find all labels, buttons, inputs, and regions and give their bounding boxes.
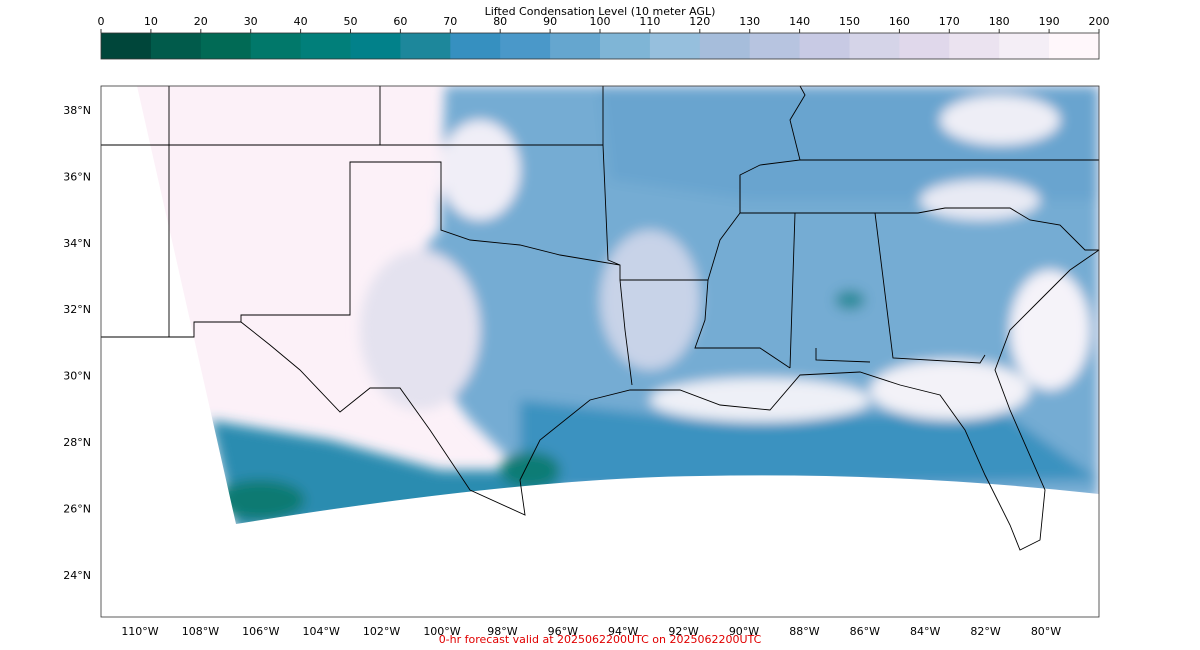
colorbar-tick-label: 150 [839, 15, 860, 28]
colorbar-tick-label: 40 [294, 15, 308, 28]
colorbar-tick-label: 140 [789, 15, 810, 28]
lat-label: 24°N [63, 569, 91, 582]
colorbar-swatch [799, 33, 850, 59]
boundaries [101, 85, 1100, 551]
lat-label: 30°N [63, 370, 91, 383]
colorbar-tick-label: 50 [344, 15, 358, 28]
lcl-field [137, 86, 1099, 524]
colorbar-swatch [949, 33, 1000, 59]
colorbar-swatch [550, 33, 601, 59]
colorbar-swatch [300, 33, 351, 59]
lon-label: 84°W [910, 625, 940, 638]
lon-label: 98°W [487, 625, 517, 638]
lon-label: 106°W [242, 625, 279, 638]
colorbar-swatch [350, 33, 401, 59]
colorbar-swatch [749, 33, 801, 59]
colorbar-tick-label: 130 [739, 15, 760, 28]
colorbar-tick-label: 110 [639, 15, 660, 28]
lon-label: 104°W [303, 625, 340, 638]
colorbar-title: Lifted Condensation Level (10 meter AGL) [485, 5, 716, 18]
lon-label: 80°W [1031, 625, 1061, 638]
lat-label: 26°N [63, 502, 91, 515]
lat-label: 28°N [63, 436, 91, 449]
colorbar-swatch [1049, 33, 1100, 59]
colorbar-tick-label: 20 [194, 15, 208, 28]
colorbar-swatch [849, 33, 900, 59]
colorbar-swatch [649, 33, 701, 59]
colorbar-swatch [150, 33, 202, 59]
colorbar-tick-label: 160 [889, 15, 910, 28]
colorbar-swatch [250, 33, 302, 59]
colorbar-swatch [101, 33, 152, 59]
colorbar-tick-label: 170 [939, 15, 960, 28]
colorbar-tick-label: 30 [244, 15, 258, 28]
colorbar-swatch [600, 33, 651, 59]
lat-label: 38°N [63, 104, 91, 117]
colorbar-swatch [999, 33, 1050, 59]
colorbar-frame [100, 32, 1100, 60]
lon-label: 86°W [850, 625, 880, 638]
colorbar-tick-label: 100 [590, 15, 611, 28]
colorbar-tick-label: 190 [1039, 15, 1060, 28]
lon-label: 96°W [548, 625, 578, 638]
lon-label: 88°W [789, 625, 819, 638]
colorbar-swatch [699, 33, 751, 59]
lon-label: 90°W [729, 625, 759, 638]
lon-label: 110°W [121, 625, 158, 638]
colorbar-swatch [899, 33, 950, 59]
colorbar-tick-label: 180 [989, 15, 1010, 28]
colorbar-tick-label: 0 [98, 15, 105, 28]
colorbar-swatch [400, 33, 451, 59]
colorbar-tick-label: 120 [689, 15, 710, 28]
colorbar-swatch [450, 33, 501, 59]
colorbar-tick-label: 60 [393, 15, 407, 28]
lat-label: 32°N [63, 303, 91, 316]
lon-label: 92°W [668, 625, 698, 638]
lat-label: 36°N [63, 170, 91, 183]
map-ticks: 38°N 36°N 34°N 32°N 30°N 28°N 26°N 24°N 110°W 108… [63, 104, 1061, 638]
colorbar-tick-label: 70 [443, 15, 457, 28]
lon-label: 100°W [423, 625, 460, 638]
lon-label: 108°W [182, 625, 219, 638]
lon-label: 94°W [608, 625, 638, 638]
map-frame [100, 85, 1100, 618]
colorbar-tick-label: 90 [543, 15, 557, 28]
lon-label: 102°W [363, 625, 400, 638]
colorbar-tick-label: 200 [1089, 15, 1110, 28]
forecast-footer: 0-hr forecast valid at 2025062200UTC on … [439, 633, 762, 646]
colorbar-tick-label: 10 [144, 15, 158, 28]
colorbar: 0 10 20 30 40 50 60 70 80 90 100 110 120 130 140 150 160… [98, 15, 1110, 59]
lon-label: 82°W [970, 625, 1000, 638]
colorbar-swatch [500, 33, 551, 59]
colorbar-tick-label: 80 [493, 15, 507, 28]
colorbar-swatch [200, 33, 252, 59]
lat-label: 34°N [63, 237, 91, 250]
